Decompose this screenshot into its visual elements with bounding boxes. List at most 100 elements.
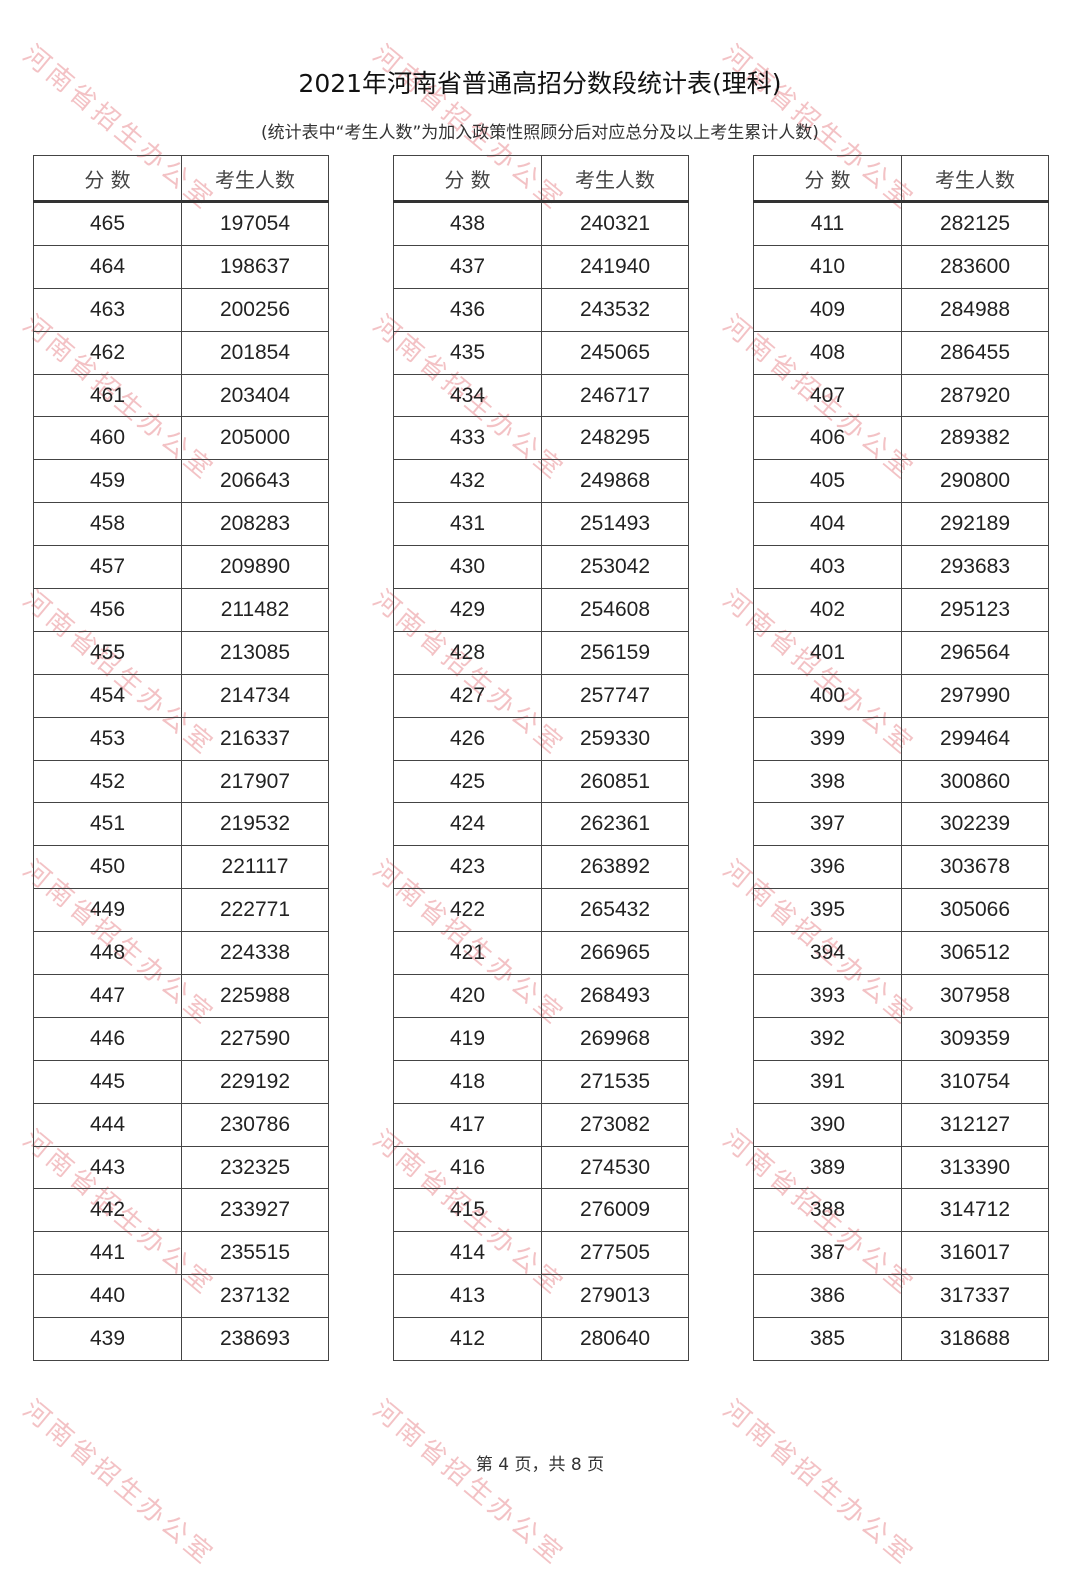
- score-cell: 420: [393, 974, 542, 1018]
- table-row: 390 312127: [753, 1102, 1049, 1147]
- count-cell: 307958: [901, 974, 1049, 1018]
- count-cell: 277505: [541, 1231, 689, 1276]
- score-cell: 421: [393, 931, 542, 976]
- score-cell: 454: [33, 673, 182, 718]
- count-cell: 213085: [181, 630, 329, 675]
- table-row: 404 292189: [753, 502, 1049, 547]
- count-cell: 254608: [541, 588, 689, 632]
- table-row: 411 282125: [753, 201, 1049, 246]
- count-cell: 317337: [901, 1274, 1049, 1319]
- table-row: 435 245065: [393, 330, 689, 375]
- table-row: 417 273082: [393, 1102, 689, 1147]
- count-cell: 201854: [181, 330, 329, 375]
- table-row: 386 317337: [753, 1274, 1049, 1319]
- table-row: 430 253042: [393, 545, 689, 590]
- table-row: 419 269968: [393, 1016, 689, 1061]
- score-cell: 451: [33, 802, 182, 847]
- score-cell: 399: [753, 716, 902, 761]
- page-subtitle: (统计表中“考生人数”为加入政策性照顾分后对应总分及以上考生累计人数): [261, 123, 819, 143]
- score-cell: 442: [33, 1188, 182, 1233]
- table-row: 462 201854: [33, 330, 329, 375]
- score-cell: 439: [33, 1317, 182, 1362]
- count-cell: 241940: [541, 244, 689, 289]
- count-cell: 309359: [901, 1016, 1049, 1061]
- count-cell: 287920: [901, 373, 1049, 418]
- count-cell: 208283: [181, 502, 329, 547]
- table-row: 413 279013: [393, 1274, 689, 1319]
- count-cell: 230786: [181, 1102, 329, 1147]
- table-row: 415 276009: [393, 1188, 689, 1233]
- table-row: 456 211482: [33, 588, 329, 632]
- table-row: 432 249868: [393, 459, 689, 504]
- score-cell: 422: [393, 888, 542, 933]
- table-row: 443 232325: [33, 1145, 329, 1190]
- score-cell: 403: [753, 545, 902, 590]
- score-cell: 423: [393, 845, 542, 890]
- count-cell: 289382: [901, 416, 1049, 461]
- score-cell: 406: [753, 416, 902, 461]
- score-table-2: 分 数 考生人数 438 240321 437 241940 436 243532 435 2…: [393, 155, 689, 1362]
- score-cell: 440: [33, 1274, 182, 1319]
- score-cell: 433: [393, 416, 542, 461]
- score-cell: 443: [33, 1145, 182, 1190]
- count-cell: 235515: [181, 1231, 329, 1276]
- count-cell: 205000: [181, 416, 329, 461]
- score-cell: 446: [33, 1016, 182, 1061]
- score-cell: 396: [753, 845, 902, 890]
- count-cell: 271535: [541, 1059, 689, 1104]
- header-count: 考生人数: [181, 155, 329, 203]
- count-cell: 248295: [541, 416, 689, 461]
- score-cell: 434: [393, 373, 542, 418]
- score-cell: 389: [753, 1145, 902, 1190]
- count-cell: 249868: [541, 459, 689, 504]
- score-cell: 463: [33, 287, 182, 332]
- count-cell: 303678: [901, 845, 1049, 890]
- table-row: 391 310754: [753, 1059, 1049, 1104]
- count-cell: 276009: [541, 1188, 689, 1233]
- table-row: 387 316017: [753, 1231, 1049, 1276]
- score-cell: 415: [393, 1188, 542, 1233]
- score-cell: 458: [33, 502, 182, 547]
- page-number: 第 4 页，共 8 页: [475, 1455, 605, 1475]
- table-row: 437 241940: [393, 244, 689, 289]
- score-cell: 390: [753, 1102, 902, 1147]
- score-cell: 400: [753, 673, 902, 718]
- watermark-stamp: 河南省招生办公室: [16, 1394, 221, 1572]
- count-cell: 266965: [541, 931, 689, 976]
- table-row: 441 235515: [33, 1231, 329, 1276]
- table-row: 459 206643: [33, 459, 329, 504]
- count-cell: 302239: [901, 802, 1049, 847]
- count-cell: 265432: [541, 888, 689, 933]
- count-cell: 217907: [181, 759, 329, 804]
- score-cell: 449: [33, 888, 182, 933]
- count-cell: 260851: [541, 759, 689, 804]
- table-row: 416 274530: [393, 1145, 689, 1190]
- count-cell: 280640: [541, 1317, 689, 1362]
- score-cell: 385: [753, 1317, 902, 1362]
- count-cell: 198637: [181, 244, 329, 289]
- count-cell: 305066: [901, 888, 1049, 933]
- table-row: 452 217907: [33, 759, 329, 804]
- table-row: 396 303678: [753, 845, 1049, 890]
- table-row: 414 277505: [393, 1231, 689, 1276]
- count-cell: 279013: [541, 1274, 689, 1319]
- table-row: 464 198637: [33, 244, 329, 289]
- count-cell: 229192: [181, 1059, 329, 1104]
- table-row: 445 229192: [33, 1059, 329, 1104]
- table-row: 449 222771: [33, 888, 329, 933]
- table-row: 403 293683: [753, 545, 1049, 590]
- score-cell: 453: [33, 716, 182, 761]
- count-cell: 206643: [181, 459, 329, 504]
- table-row: 401 296564: [753, 630, 1049, 675]
- score-cell: 427: [393, 673, 542, 718]
- count-cell: 263892: [541, 845, 689, 890]
- table-row: 394 306512: [753, 931, 1049, 976]
- score-cell: 398: [753, 759, 902, 804]
- table-row: 395 305066: [753, 888, 1049, 933]
- count-cell: 253042: [541, 545, 689, 590]
- table-row: 397 302239: [753, 802, 1049, 847]
- table-row: 388 314712: [753, 1188, 1049, 1233]
- watermark-stamp: 河南省招生办公室: [716, 1394, 921, 1572]
- score-cell: 388: [753, 1188, 902, 1233]
- score-cell: 407: [753, 373, 902, 418]
